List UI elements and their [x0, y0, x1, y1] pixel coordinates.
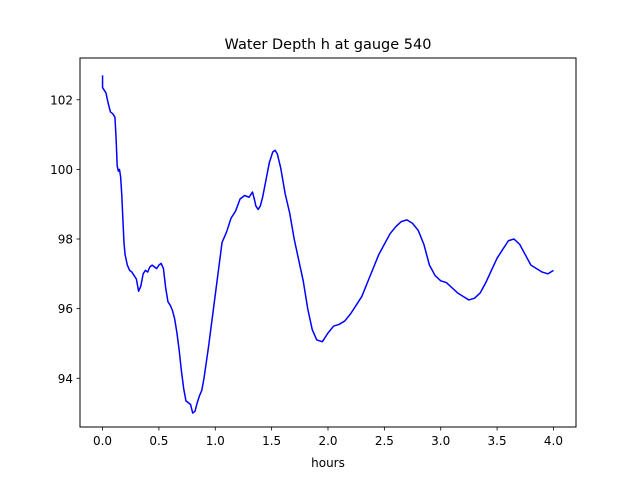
x-tick-label: 0.5 — [149, 434, 168, 448]
y-tick-label: 98 — [58, 233, 73, 247]
y-tick-label: 102 — [50, 93, 73, 107]
x-tick-label: 4.0 — [544, 434, 563, 448]
x-tick-label: 3.5 — [488, 434, 507, 448]
series-line — [101, 75, 554, 414]
plot-frame — [79, 57, 577, 428]
x-tick-label: 3.0 — [431, 434, 450, 448]
y-tick-label: 94 — [58, 372, 73, 386]
x-axis-label: hours — [311, 456, 345, 470]
x-axis-ticks: 0.0 0.5 1.0 1.5 2.0 2.5 3.0 3.5 4.0 — [93, 427, 563, 448]
y-axis-ticks: 94 96 98 100 102 — [50, 93, 80, 386]
chart-title: Water Depth h at gauge 540 — [225, 37, 432, 53]
x-tick-label: 0.0 — [93, 434, 112, 448]
x-tick-label: 1.0 — [206, 434, 225, 448]
plot-area — [80, 58, 576, 427]
y-tick-label: 100 — [50, 163, 73, 177]
x-tick-label: 2.0 — [318, 434, 337, 448]
series-group — [101, 75, 554, 414]
x-tick-label: 1.5 — [262, 434, 281, 448]
y-tick-label: 96 — [58, 302, 73, 316]
x-tick-label: 2.5 — [375, 434, 394, 448]
